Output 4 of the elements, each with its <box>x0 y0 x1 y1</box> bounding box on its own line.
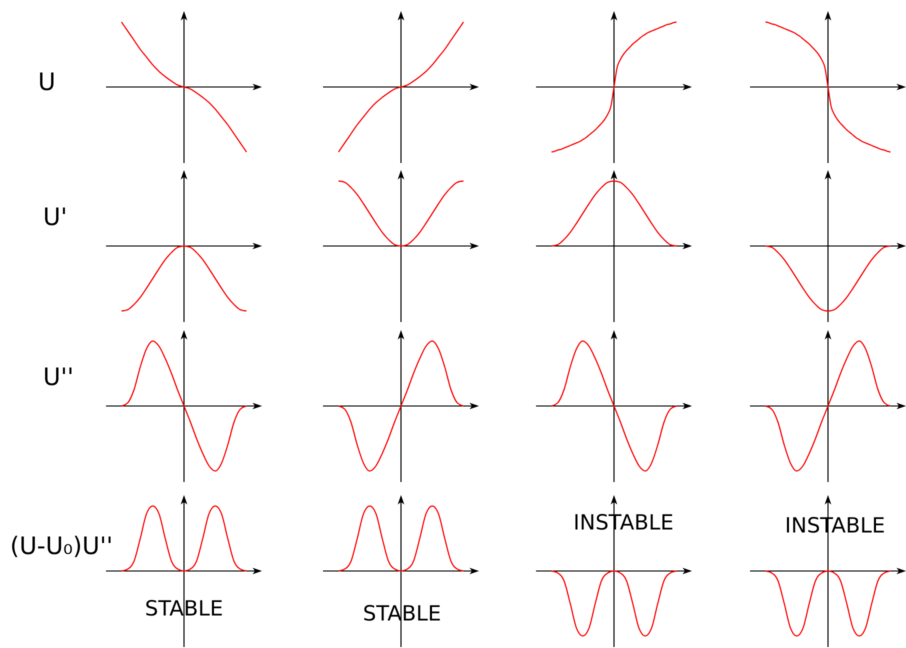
y-axis-title: U <box>38 68 56 96</box>
y-axis-title: (U-U₀)U'' <box>10 532 113 560</box>
y-axis-title: U'' <box>43 363 74 391</box>
y-axis-title: U' <box>43 203 68 231</box>
